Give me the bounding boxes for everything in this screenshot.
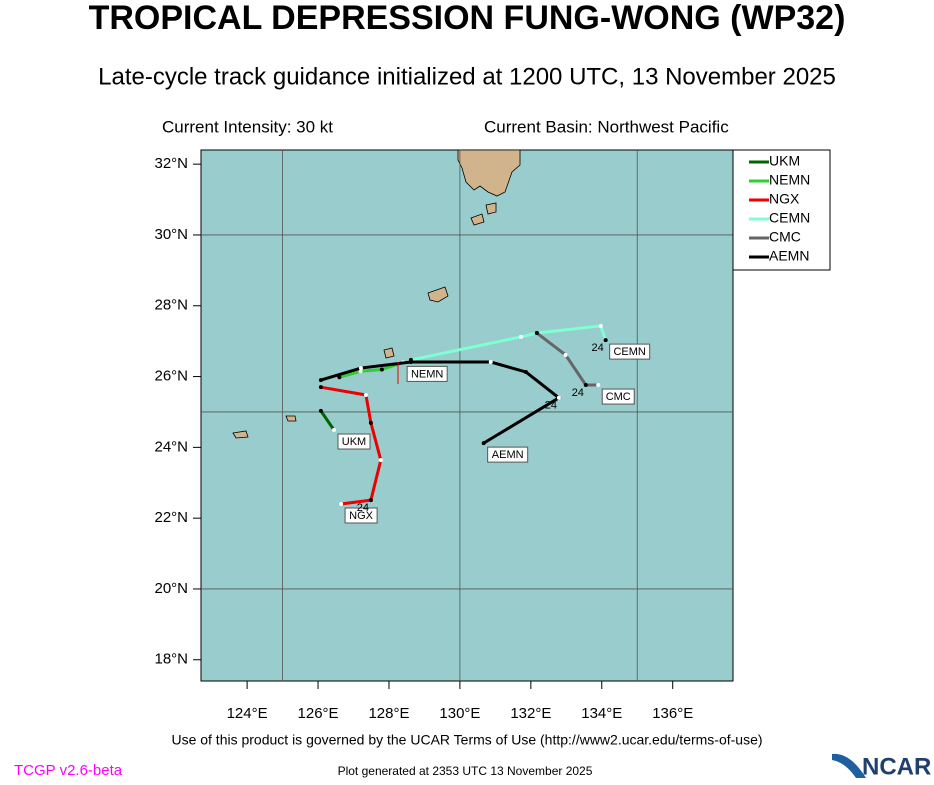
legend-label: AEMN (769, 248, 809, 264)
x-tick-label: 132°E (510, 705, 551, 722)
track-point (363, 392, 368, 397)
track-point (563, 352, 568, 357)
y-tick-label: 18°N (154, 651, 188, 668)
track-label-box (601, 388, 635, 405)
track-label: CEMN (613, 346, 645, 358)
track-label-box (487, 446, 529, 463)
track-point (596, 383, 601, 388)
track (338, 360, 404, 379)
legend-label: NEMN (769, 172, 810, 188)
terms: Use of this product is governed by the U… (171, 732, 762, 748)
track-label: UKM (342, 436, 366, 448)
track-point (318, 408, 323, 413)
y-tick-label: 26°N (154, 368, 188, 385)
version: TCGP v2.6-beta (14, 762, 123, 779)
y-tick-label: 28°N (154, 297, 188, 314)
track-point (523, 369, 528, 374)
track-label-box (609, 343, 651, 360)
track-label: NGX (349, 510, 374, 522)
track-point (481, 441, 486, 446)
track (319, 410, 336, 431)
logo: NCAR (862, 753, 931, 780)
track-point (534, 331, 539, 336)
hour-label: 24 (545, 400, 557, 412)
y-tick-label: 20°N (154, 580, 188, 597)
track-point (358, 366, 363, 371)
track (320, 385, 383, 506)
track-point (318, 385, 323, 390)
y-tick-label: 24°N (154, 438, 188, 455)
legend-label: CEMN (769, 210, 810, 226)
generated: Plot generated at 2353 UTC 13 November 2… (338, 764, 593, 778)
track-point (318, 378, 323, 383)
track-point (488, 360, 493, 365)
track-point (556, 395, 561, 400)
y-tick-label: 32°N (154, 155, 188, 172)
track (535, 331, 599, 387)
x-tick-label: 134°E (581, 705, 622, 722)
track-point (339, 502, 344, 506)
hour-label: 24 (357, 502, 369, 514)
hour-label: 24 (592, 342, 604, 354)
track-label-box (337, 433, 371, 450)
track-point (379, 367, 384, 372)
track-label: NEMN (411, 368, 443, 380)
y-tick-label: 22°N (154, 509, 188, 526)
track-label: AEMN (492, 449, 524, 461)
track-label-box (406, 365, 448, 382)
x-tick-label: 128°E (368, 705, 409, 722)
legend-label: NGX (769, 191, 800, 207)
track-point (358, 369, 363, 374)
logo-mark (832, 753, 866, 778)
x-tick-label: 130°E (439, 705, 480, 722)
track-point (378, 458, 383, 463)
ocean (200, 149, 734, 682)
track-point (368, 420, 373, 425)
x-tick-label: 126°E (298, 705, 339, 722)
current-intensity: Current Intensity: 30 kt (162, 117, 333, 136)
track-label-box (344, 507, 378, 524)
track-point (518, 334, 523, 339)
y-tick-label: 30°N (154, 226, 188, 243)
track-point (583, 383, 588, 388)
x-tick-label: 124°E (227, 705, 268, 722)
track-point (368, 498, 373, 503)
track-point (603, 338, 608, 343)
x-tick-label: 136°E (652, 705, 693, 722)
track-point (332, 428, 336, 433)
land (232, 149, 521, 439)
subtitle: Late-cycle track guidance initialized at… (98, 63, 836, 90)
track-label: CMC (606, 391, 631, 403)
track-point (408, 360, 413, 365)
hour-label: 24 (572, 387, 584, 399)
legend-label: UKM (769, 153, 800, 169)
track-point (598, 323, 603, 328)
legend-box (732, 149, 831, 271)
current-basin: Current Basin: Northwest Pacific (484, 117, 729, 136)
title: TROPICAL DEPRESSION FUNG-WONG (WP32) (89, 0, 846, 37)
grid: 124°E 126°E 128°E 130°E 132°E 134°E 136°E 18°N 2… (154, 150, 733, 722)
legend-label: CMC (769, 229, 801, 245)
legend: UKM NEMN NGX CEMN CMC AEMN (732, 149, 831, 271)
